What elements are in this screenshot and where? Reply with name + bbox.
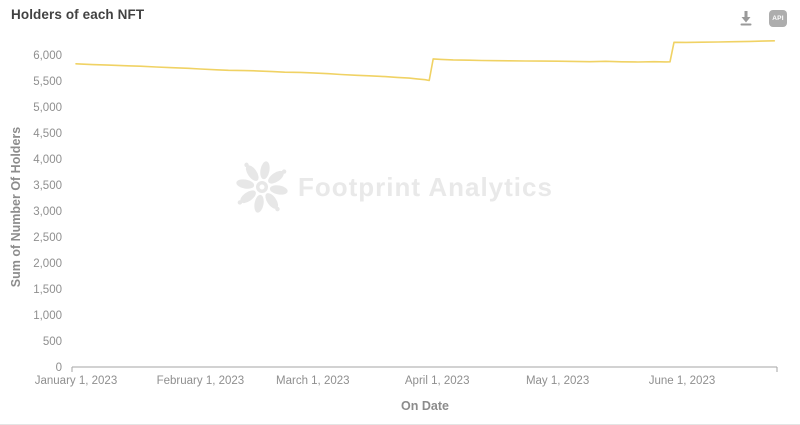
footprint-logo-petal bbox=[254, 194, 264, 213]
y-tick-label: 500 bbox=[43, 336, 62, 348]
x-tick-label: May 1, 2023 bbox=[526, 375, 589, 387]
x-tick-label: March 1, 2023 bbox=[276, 375, 350, 387]
x-tick-label: April 1, 2023 bbox=[405, 375, 470, 387]
x-axis-tick-labels: January 1, 2023 February 1, 2023 March 1, … bbox=[35, 375, 716, 387]
y-tick-label: 2,500 bbox=[33, 232, 62, 244]
footprint-logo-petal bbox=[269, 185, 288, 195]
y-tick-label: 4,500 bbox=[33, 128, 62, 140]
footprint-logo-petal bbox=[260, 161, 270, 180]
watermark: Footprint Analytics bbox=[236, 161, 553, 213]
header-icons: API bbox=[736, 8, 788, 28]
footprint-logo-petal bbox=[265, 193, 279, 209]
footprint-logo-petal bbox=[268, 170, 284, 184]
x-tick-label: January 1, 2023 bbox=[35, 375, 117, 387]
download-icon-glyph bbox=[740, 11, 752, 26]
footprint-logo-petal bbox=[240, 190, 256, 204]
y-tick-label: 2,000 bbox=[33, 258, 62, 270]
y-tick-label: 6,000 bbox=[33, 50, 62, 62]
watermark-text: Footprint Analytics bbox=[298, 172, 553, 202]
api-icon[interactable]: API bbox=[768, 8, 788, 28]
y-tick-label: 0 bbox=[56, 362, 62, 374]
series-layer bbox=[75, 39, 776, 82]
y-tick-label: 4,000 bbox=[33, 154, 62, 166]
footprint-logo-icon bbox=[236, 161, 288, 213]
footprint-logo-dot bbox=[281, 169, 287, 174]
footprint-logo-dot bbox=[244, 162, 249, 168]
x-axis bbox=[71, 366, 778, 372]
footprint-logo-petal bbox=[245, 165, 259, 181]
footprint-logo-dot bbox=[275, 206, 280, 212]
y-tick-label: 5,500 bbox=[33, 76, 62, 88]
y-axis-title: Sum of Number Of Holders bbox=[9, 127, 23, 287]
chart-title: Holders of each NFT bbox=[11, 7, 145, 22]
y-tick-label: 1,000 bbox=[33, 310, 62, 322]
api-badge-label: API bbox=[769, 9, 787, 27]
chart-header: Holders of each NFT API bbox=[0, 0, 800, 30]
series-line bbox=[75, 39, 776, 82]
y-tick-label: 3,000 bbox=[33, 206, 62, 218]
y-axis-tick-labels: 0 500 1,000 1,500 2,000 2,500 3,000 3,500 4,000 4… bbox=[33, 50, 62, 374]
footprint-logo-dot bbox=[237, 200, 243, 205]
y-tick-label: 1,500 bbox=[33, 284, 62, 296]
y-tick-label: 3,500 bbox=[33, 180, 62, 192]
y-tick-label: 5,000 bbox=[33, 102, 62, 114]
x-axis-title: On Date bbox=[401, 399, 449, 413]
download-icon[interactable] bbox=[736, 8, 756, 28]
x-tick-label: February 1, 2023 bbox=[157, 375, 245, 387]
footprint-logo-petal bbox=[236, 179, 255, 189]
x-tick-label: June 1, 2023 bbox=[649, 375, 716, 387]
